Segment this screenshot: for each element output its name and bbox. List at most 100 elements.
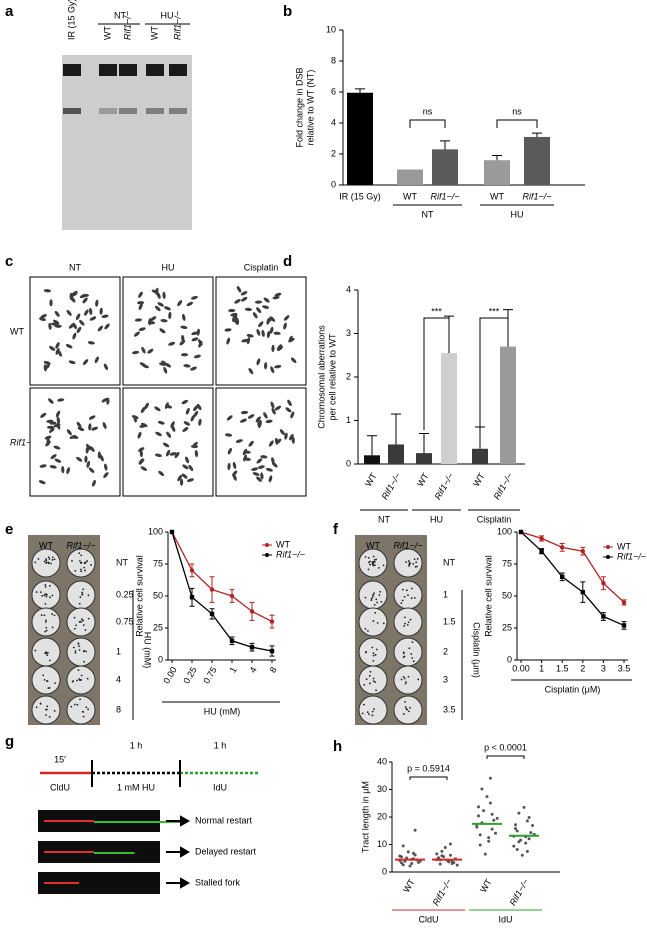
- chromosome: [159, 328, 166, 334]
- chromosome: [193, 410, 199, 418]
- chromosome: [154, 305, 161, 312]
- annotation: ns: [512, 106, 522, 116]
- error-bar: [475, 426, 485, 449]
- x-axis-label: Cisplatin (μM): [545, 684, 601, 694]
- chromosome: [54, 458, 62, 463]
- chromosome: [77, 426, 85, 432]
- colony: [80, 618, 83, 621]
- colony: [369, 670, 372, 673]
- colony: [86, 560, 89, 562]
- legend-label: WT: [617, 541, 631, 551]
- gel-well: [146, 64, 164, 76]
- chromosome: [79, 294, 87, 299]
- chromosome: [46, 437, 50, 446]
- x-tick-label: 8: [268, 665, 279, 674]
- data-point: [488, 776, 492, 780]
- colony: [401, 599, 404, 602]
- chromosome: [168, 311, 172, 320]
- colony: [408, 563, 411, 566]
- colony: [410, 653, 413, 655]
- marker: [601, 614, 606, 619]
- colony: [71, 559, 73, 562]
- chromosome: [95, 299, 99, 307]
- data-point: [443, 846, 447, 850]
- colony: [83, 649, 86, 652]
- colony: [374, 653, 377, 656]
- chromosome: [241, 338, 249, 343]
- chromosome: [157, 302, 164, 307]
- segment-label: IdU: [213, 782, 227, 792]
- colony: [372, 659, 375, 662]
- gel-well: [119, 64, 137, 76]
- colony: [44, 630, 47, 633]
- arrow: [166, 877, 191, 889]
- marker: [560, 545, 565, 550]
- annotation: ns: [423, 106, 433, 116]
- error-bar: [492, 155, 502, 161]
- chromosome: [70, 296, 76, 303]
- colony: [78, 602, 81, 605]
- colony: [370, 599, 373, 602]
- data-point: [450, 861, 454, 865]
- marker: [229, 593, 235, 599]
- chromosome: [235, 439, 243, 443]
- colony: [48, 558, 51, 560]
- marker: [580, 549, 585, 554]
- plate-well: [393, 548, 423, 578]
- chromosome: [181, 473, 188, 479]
- colony: [404, 706, 407, 708]
- chromosome: [288, 335, 293, 343]
- colony: [53, 614, 56, 617]
- colony: [404, 622, 406, 625]
- chromosome: [39, 464, 47, 468]
- colony: [82, 711, 85, 713]
- colony: [35, 591, 38, 593]
- colony: [402, 651, 405, 654]
- series-line: [171, 531, 273, 652]
- chromosome: [102, 422, 107, 429]
- plate-row-label: NT: [116, 557, 128, 567]
- chromosome: [89, 316, 97, 321]
- chromosome: [138, 303, 143, 311]
- plate-well: [66, 637, 96, 667]
- chromosome: [194, 449, 199, 458]
- colony: [369, 682, 371, 685]
- data-point: [522, 805, 526, 809]
- metaphase-image: [29, 387, 121, 497]
- colony: [406, 624, 409, 626]
- panel-letter: e: [5, 521, 13, 538]
- colony: [367, 568, 370, 571]
- panel-letter: d: [283, 253, 292, 270]
- colony: [402, 675, 405, 678]
- colony: [372, 680, 375, 682]
- chromosome: [290, 357, 297, 364]
- chromosome: [48, 398, 54, 404]
- y-axis-label: Tract length in μM: [360, 781, 370, 853]
- bar: [388, 444, 404, 464]
- chromosome: [61, 466, 65, 474]
- y-tick-label: 2: [331, 148, 336, 158]
- group-label: HU: [161, 10, 174, 20]
- data-point: [410, 861, 414, 865]
- colony: [371, 596, 374, 598]
- lane-label: Rif1−/−: [122, 11, 132, 40]
- chromosome: [257, 465, 265, 469]
- colony: [375, 648, 378, 651]
- colony: [80, 570, 83, 573]
- chromosome: [156, 292, 161, 299]
- chromosome: [276, 344, 282, 351]
- gel-well: [63, 64, 81, 76]
- data-point: [475, 825, 479, 829]
- chromosome: [38, 480, 46, 485]
- chromosome: [266, 467, 273, 472]
- colony: [73, 703, 76, 706]
- data-point: [527, 837, 531, 841]
- colony: [376, 601, 379, 604]
- y-tick-label: 0: [331, 179, 336, 189]
- chromosome: [144, 402, 149, 410]
- colony: [372, 652, 375, 655]
- chromosome: [44, 363, 50, 370]
- y-tick-label: 0: [382, 866, 387, 876]
- chromosome: [72, 332, 77, 340]
- chromosome: [268, 440, 274, 447]
